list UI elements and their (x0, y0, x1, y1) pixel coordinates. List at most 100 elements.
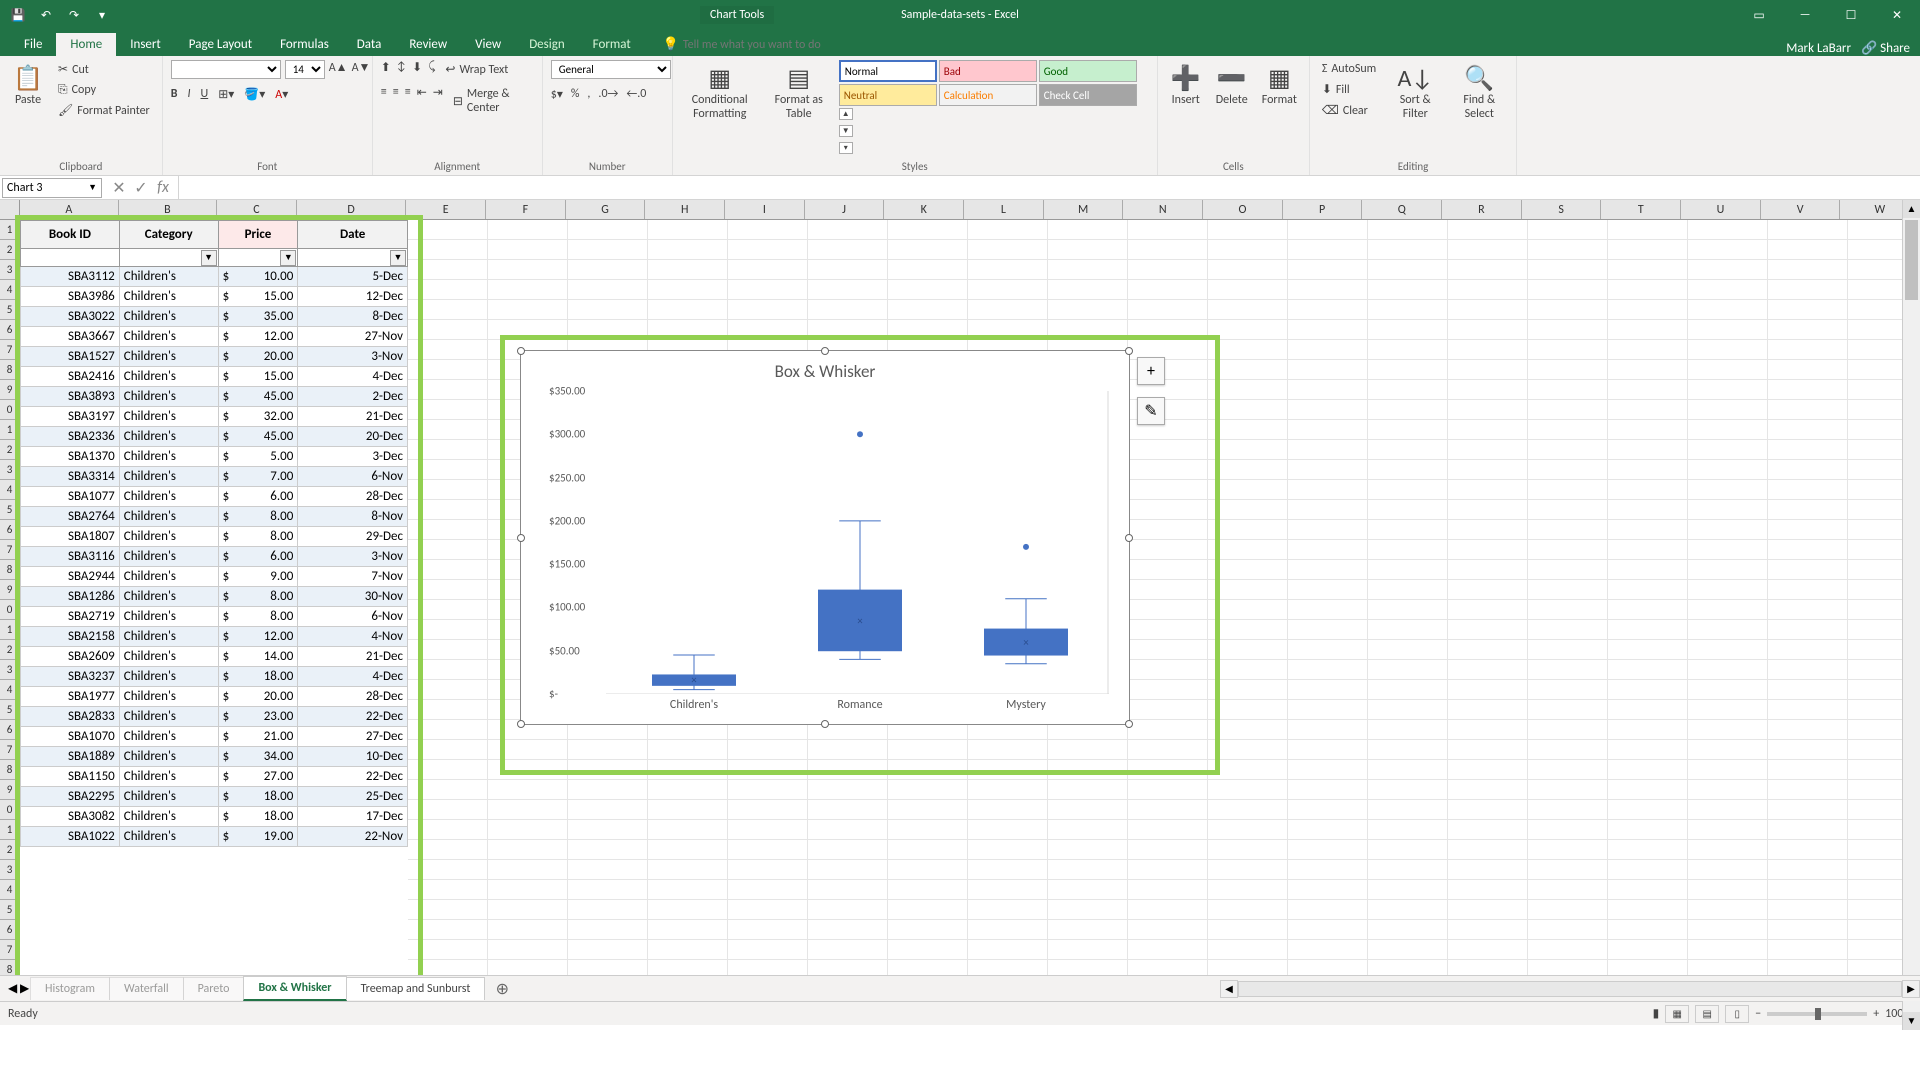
table-row[interactable]: SBA3022Children's35.008-Dec (21, 307, 408, 327)
hscroll-track[interactable] (1238, 981, 1902, 997)
merge-button[interactable]: ⊟Merge & Center (449, 85, 534, 117)
table-row[interactable]: SBA2719Children's8.006-Nov (21, 607, 408, 627)
autosum-button[interactable]: ΣAutoSum (1318, 60, 1380, 78)
sort-filter-button[interactable]: A↓Sort & Filter (1386, 60, 1444, 125)
column-headers[interactable]: ABCDEFGHIJKLMNOPQRSTUVW (20, 200, 1920, 220)
chart-title[interactable]: Box & Whisker (521, 351, 1129, 382)
minimize-icon[interactable]: — (1782, 0, 1828, 30)
table-row[interactable]: SBA1070Children's21.0027-Dec (21, 727, 408, 747)
inc-decimal-icon[interactable]: .0→ (598, 87, 618, 102)
formula-input[interactable] (178, 176, 1920, 199)
format-painter-button[interactable]: 🖌Format Painter (54, 101, 154, 120)
row-header[interactable]: 7 (0, 540, 20, 560)
data-table[interactable]: Book IDCategoryPriceDate▼▼▼SBA3112Childr… (20, 220, 408, 847)
row-header[interactable]: 3 (0, 860, 20, 880)
close-icon[interactable]: ✕ (1874, 0, 1920, 30)
tab-view[interactable]: View (461, 33, 515, 56)
row-header[interactable]: 1 (0, 620, 20, 640)
cell-style-option[interactable]: Good (1039, 60, 1137, 82)
table-row[interactable]: SBA3314Children's7.006-Nov (21, 467, 408, 487)
table-row[interactable]: SBA1077Children's6.0028-Dec (21, 487, 408, 507)
underline-button[interactable]: U (201, 87, 209, 102)
chart-plus-button[interactable]: + (1137, 357, 1165, 385)
bold-button[interactable]: B (171, 87, 178, 102)
cell-style-option[interactable]: Bad (939, 60, 1037, 82)
align-bottom-icon[interactable]: ⬇ (412, 60, 422, 79)
row-header[interactable]: 5 (0, 500, 20, 520)
table-row[interactable]: SBA1022Children's19.0022-Nov (21, 827, 408, 847)
row-header[interactable]: 8 (0, 760, 20, 780)
tell-me-box[interactable]: 💡 (653, 33, 893, 56)
sheet-tab[interactable]: Waterfall (109, 977, 184, 1000)
delete-cells-button[interactable]: ➖Delete (1212, 60, 1252, 111)
accounting-icon[interactable]: $▾ (551, 87, 563, 102)
align-left-icon[interactable]: ≡ (381, 85, 387, 117)
table-row[interactable]: SBA3112Children's10.005-Dec (21, 267, 408, 287)
scroll-down-icon[interactable]: ▼ (839, 125, 853, 137)
orientation-icon[interactable]: ⤹ (428, 60, 435, 79)
table-row[interactable]: SBA3197Children's32.0021-Dec (21, 407, 408, 427)
row-header[interactable]: 6 (0, 320, 20, 340)
tab-home[interactable]: Home (56, 33, 116, 56)
normal-view-icon[interactable]: ▦ (1665, 1005, 1689, 1023)
zoom-slider[interactable] (1767, 1012, 1867, 1016)
accept-fx-icon[interactable]: ✓ (132, 178, 150, 198)
filter-dropdown-icon[interactable]: ▼ (390, 250, 406, 266)
page-break-view-icon[interactable]: ▯ (1725, 1005, 1749, 1023)
table-row[interactable]: SBA2158Children's12.004-Nov (21, 627, 408, 647)
column-header[interactable]: J (805, 200, 885, 219)
number-format-select[interactable]: General (551, 60, 671, 79)
resize-handle[interactable] (1125, 534, 1133, 542)
find-select-button[interactable]: 🔍Find & Select (1450, 60, 1508, 125)
row-header[interactable]: 6 (0, 920, 20, 940)
insert-cells-button[interactable]: ➕Insert (1166, 60, 1206, 111)
save-icon[interactable]: 💾 (8, 5, 28, 25)
row-header[interactable]: 6 (0, 720, 20, 740)
cut-button[interactable]: ✂Cut (54, 60, 154, 79)
sheet-tab[interactable]: Histogram (30, 977, 110, 1000)
row-headers[interactable]: 12345678901234567890123456789012345678 (0, 220, 20, 975)
row-header[interactable]: 4 (0, 280, 20, 300)
sheet-tab[interactable]: Pareto (183, 977, 245, 1000)
redo-icon[interactable]: ↷ (64, 5, 84, 25)
table-row[interactable]: SBA3116Children's6.003-Nov (21, 547, 408, 567)
tab-review[interactable]: Review (395, 33, 461, 56)
scroll-thumb[interactable] (1905, 220, 1918, 300)
cell-style-option[interactable]: Check Cell (1039, 84, 1137, 106)
shrink-font-icon[interactable]: A▼ (352, 60, 371, 79)
cancel-fx-icon[interactable]: ✕ (110, 178, 128, 198)
table-row[interactable]: SBA3237Children's18.004-Dec (21, 667, 408, 687)
paste-button[interactable]: 📋Paste (8, 60, 48, 111)
table-row[interactable]: SBA1527Children's20.003-Nov (21, 347, 408, 367)
grow-font-icon[interactable]: A▲ (329, 60, 348, 79)
zoom-in-icon[interactable]: + (1873, 1007, 1879, 1021)
row-header[interactable]: 3 (0, 460, 20, 480)
row-header[interactable]: 2 (0, 640, 20, 660)
row-header[interactable]: 1 (0, 820, 20, 840)
italic-button[interactable]: I (187, 87, 190, 102)
more-icon[interactable]: ▾ (839, 142, 853, 154)
column-header[interactable]: M (1044, 200, 1124, 219)
cell-style-option[interactable]: Calculation (939, 84, 1037, 106)
tab-format[interactable]: Format (579, 33, 645, 56)
copy-button[interactable]: ⎘Copy (54, 81, 154, 99)
name-box[interactable]: Chart 3▼ (2, 178, 102, 198)
column-header[interactable]: O (1203, 200, 1283, 219)
account-name[interactable]: Mark LaBarr (1786, 41, 1851, 56)
row-header[interactable]: 8 (0, 960, 20, 975)
table-row[interactable]: SBA2609Children's14.0021-Dec (21, 647, 408, 667)
tab-file[interactable]: File (10, 33, 56, 56)
row-header[interactable]: 9 (0, 380, 20, 400)
clear-button[interactable]: ⌫Clear (1318, 101, 1380, 120)
vertical-scrollbar[interactable]: ▲ ▼ (1902, 200, 1920, 1030)
table-row[interactable]: SBA2764Children's8.008-Nov (21, 507, 408, 527)
align-right-icon[interactable]: ≡ (405, 85, 411, 117)
font-color-icon[interactable]: A▾ (275, 87, 288, 102)
align-middle-icon[interactable]: ↕ (397, 60, 406, 79)
filter-dropdown-icon[interactable]: ▼ (201, 250, 217, 266)
column-header[interactable]: L (964, 200, 1044, 219)
column-header[interactable]: D (297, 200, 407, 219)
row-header[interactable]: 4 (0, 680, 20, 700)
resize-handle[interactable] (1125, 347, 1133, 355)
indent-dec-icon[interactable]: ⇤ (417, 85, 427, 117)
